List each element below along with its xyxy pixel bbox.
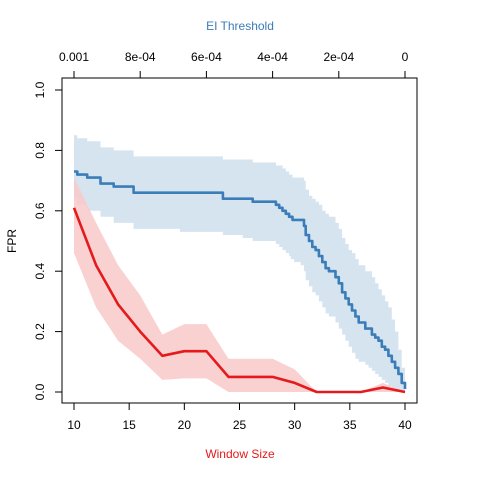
bottom-tick-label: 25 [233,418,247,432]
bottom-tick-label: 15 [122,418,136,432]
left-tick-label: 0.4 [33,263,47,280]
confidence-bands [74,135,405,393]
bottom-tick-label: 20 [178,418,192,432]
confidence-band-window-size [74,177,405,392]
series-line-ei-threshold [74,170,407,389]
top-tick-label: 0 [402,50,409,64]
top-tick-label: 8e-04 [125,50,156,64]
left-axis: 0.0 0.2 0.4 0.6 0.8 1.0 [33,81,63,400]
left-tick-label: 0.8 [33,142,47,159]
bottom-tick-label: 30 [288,418,302,432]
left-tick-label: 1.0 [33,81,47,98]
left-tick-label: 0.2 [33,323,47,340]
top-axis-title: EI Threshold [206,19,274,33]
bottom-tick-label: 10 [67,418,81,432]
bottom-axis-title: Window Size [205,447,275,461]
bottom-tick-label: 35 [343,418,357,432]
series-line-window-size [72,207,406,394]
bottom-axis: 10 15 20 25 30 35 40 [67,402,412,432]
top-tick-label: 6e-04 [191,50,222,64]
top-tick-label: 0.001 [59,50,89,64]
series-lines [72,170,407,394]
left-tick-label: 0.6 [33,202,47,219]
top-tick-label: 2e-04 [323,50,354,64]
top-axis: 0.001 8e-04 6e-04 4e-04 2e-04 0 [59,50,409,79]
y-axis-title: FPR [5,229,19,253]
confidence-band-ei-threshold [74,135,405,393]
top-tick-label: 4e-04 [257,50,288,64]
left-tick-label: 0.0 [33,383,47,400]
bottom-tick-label: 40 [398,418,412,432]
